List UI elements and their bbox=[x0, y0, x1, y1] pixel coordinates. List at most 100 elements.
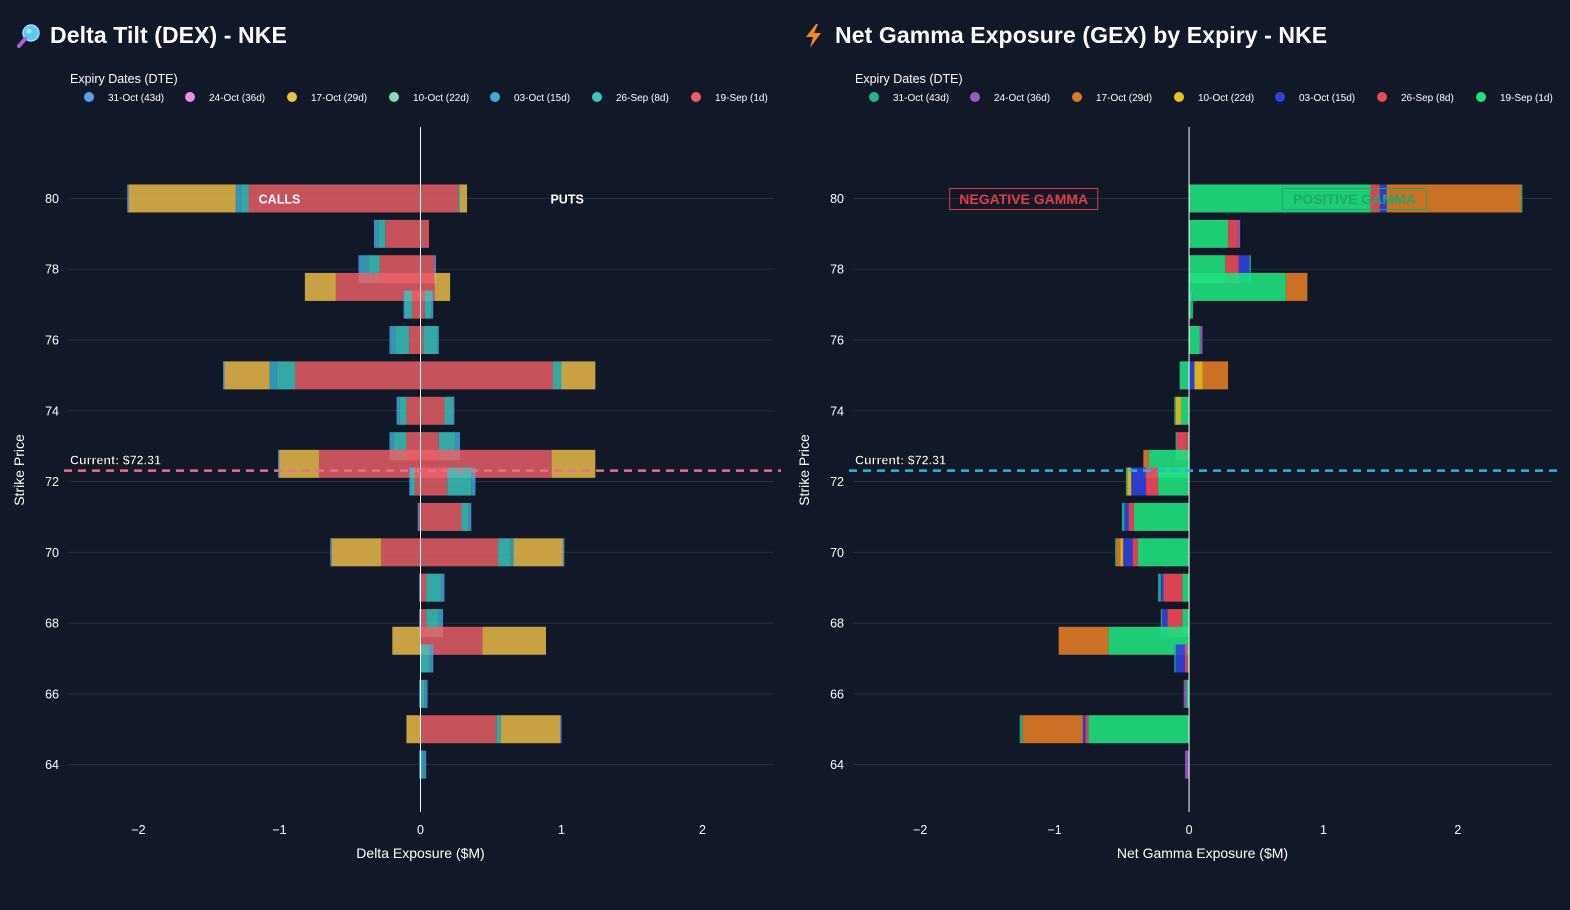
dex-put-bar-64-26-sep-8d bbox=[420, 750, 424, 779]
dex-call-bar-72-19-sep-1d bbox=[414, 467, 421, 496]
dex-put-bar-72-26-sep-8d bbox=[447, 467, 472, 496]
gex-bar-67-26-sep-8d bbox=[1185, 644, 1188, 673]
gex-bar-77.5-19-sep-1d bbox=[1189, 272, 1286, 301]
legend-marker-17-oct-29d bbox=[287, 92, 297, 102]
x-tick-1: 1 bbox=[558, 823, 565, 837]
dex-put-bar-64-03-oct-15d bbox=[423, 750, 425, 779]
dex-put-bar-77.5-17-oct-29d bbox=[434, 272, 451, 301]
gex-title-row: Net Gamma Exposure (GEX) by Expiry - NKE bbox=[801, 22, 1327, 49]
gex-bar-71-19-sep-1d bbox=[1133, 502, 1190, 531]
gex-title: Net Gamma Exposure (GEX) by Expiry - NKE bbox=[835, 22, 1328, 48]
dex-put-bar-69-31-oct-43d bbox=[443, 573, 445, 602]
dex-put-bar-70-26-sep-8d bbox=[498, 538, 511, 567]
gex-bar-72-19-sep-1d bbox=[1158, 467, 1190, 496]
dex-call-bar-76-26-sep-8d bbox=[395, 326, 410, 354]
gex-bar-76-19-sep-1d bbox=[1189, 326, 1200, 354]
gex-bar-72-31-oct-43d bbox=[1125, 467, 1128, 496]
gex-bar-75-03-oct-15d bbox=[1189, 361, 1195, 390]
legend-marker-19-sep-1d bbox=[691, 92, 701, 102]
dex-put-bar-75-26-sep-8d bbox=[553, 361, 562, 390]
y-tick-74: 74 bbox=[830, 404, 844, 418]
dex-call-bar-79-19-sep-1d bbox=[385, 219, 421, 248]
gex-panel: Net Gamma Exposure (GEX) by Expiry - NKE… bbox=[785, 0, 1570, 910]
gex-bar-70-19-sep-1d bbox=[1137, 538, 1190, 567]
dex-put-bar-68-03-oct-15d bbox=[438, 609, 442, 638]
y-tick-68: 68 bbox=[830, 617, 844, 631]
dex-put-bar-65-17-oct-29d bbox=[500, 715, 561, 744]
dex-call-bar-69-31-oct-43d bbox=[419, 573, 421, 602]
legend-label-24-oct-36d: 24-Oct (36d) bbox=[994, 93, 1050, 104]
dex-call-bar-75-03-oct-15d bbox=[269, 361, 277, 390]
gex-bar-70-10-oct-22d bbox=[1120, 538, 1124, 567]
dex-put-bar-71-03-oct-15d bbox=[468, 502, 470, 531]
dex-call-bar-66-31-oct-43d bbox=[419, 679, 421, 708]
dex-put-bar-68-31-oct-43d bbox=[441, 609, 444, 638]
y-axis-label: Strike Price bbox=[796, 434, 812, 506]
dex-call-bar-80-26-sep-8d bbox=[241, 184, 249, 213]
gex-bar-70-17-oct-29d bbox=[1116, 538, 1121, 567]
y-tick-72: 72 bbox=[830, 475, 844, 489]
dex-call-bar-80-19-sep-1d bbox=[248, 184, 421, 213]
dex-chart: Expiry Dates (DTE) 31-Oct (43d) 24-Oct (36… bbox=[11, 72, 781, 861]
gex-bar-65-26-sep-8d bbox=[1085, 715, 1089, 744]
gex-bar-74-31-oct-43d bbox=[1174, 396, 1176, 425]
current-price-label: Current: $72.31 bbox=[70, 454, 161, 468]
dex-call-bar-78-31-oct-43d bbox=[358, 255, 360, 284]
x-tick-1: 1 bbox=[1320, 823, 1327, 837]
y-tick-76: 76 bbox=[45, 334, 59, 348]
gex-chart: Expiry Dates (DTE) 31-Oct (43d) 24-Oct (36… bbox=[796, 72, 1560, 861]
current-price-label: Current: $72.31 bbox=[855, 454, 946, 468]
gex-bar-71-31-oct-43d bbox=[1121, 502, 1125, 531]
dex-put-bar-65-26-sep-8d bbox=[496, 715, 501, 744]
dex-call-bar-79-03-oct-15d bbox=[375, 219, 379, 248]
legend-marker-31-oct-43d bbox=[84, 92, 94, 102]
puts-label: PUTS bbox=[550, 192, 583, 206]
dex-put-bar-69-03-oct-15d bbox=[441, 573, 444, 602]
gex-bar-71-26-sep-8d bbox=[1128, 502, 1134, 531]
dex-call-bar-72.5-31-oct-43d bbox=[278, 449, 280, 478]
gex-bar-69-31-oct-43d bbox=[1158, 573, 1161, 602]
gex-bar-77.5-17-oct-29d bbox=[1285, 272, 1308, 301]
y-tick-78: 78 bbox=[830, 263, 844, 277]
gex-bar-80-03-oct-15d bbox=[1379, 184, 1387, 213]
dex-call-bar-78-03-oct-15d bbox=[359, 255, 369, 284]
dex-call-bar-75-19-sep-1d bbox=[295, 361, 421, 390]
x-tick-2: 2 bbox=[1454, 823, 1461, 837]
dex-put-bar-69-19-sep-1d bbox=[420, 573, 427, 602]
legend-label-26-sep-8d: 26-Sep (8d) bbox=[1401, 93, 1454, 104]
dex-put-bar-67-26-sep-8d bbox=[420, 644, 429, 673]
gex-bar-66-19-sep-1d bbox=[1186, 679, 1190, 708]
y-tick-80: 80 bbox=[830, 192, 844, 206]
x-tick-neg1: −1 bbox=[1048, 823, 1062, 837]
gex-bar-78-31-oct-43d bbox=[1249, 255, 1251, 284]
positive-gamma-label: POSITIVE GAMMA bbox=[1293, 191, 1416, 207]
dex-call-bar-72-26-sep-8d bbox=[410, 467, 415, 496]
x-axis-label: Delta Exposure ($M) bbox=[356, 845, 484, 861]
legend-marker-24-oct-36d bbox=[185, 92, 195, 102]
gex-bar-72-03-oct-15d bbox=[1131, 467, 1147, 496]
dex-call-bar-70-17-oct-29d bbox=[331, 538, 382, 567]
gex-bar-72-26-sep-8d bbox=[1146, 467, 1159, 496]
dex-call-bar-76-03-oct-15d bbox=[390, 326, 396, 354]
dex-put-bar-68-19-sep-1d bbox=[420, 609, 427, 638]
dex-put-bar-66-03-oct-15d bbox=[424, 679, 427, 708]
dex-put-bar-69-26-sep-8d bbox=[426, 573, 442, 602]
dex-put-bar-70-03-oct-15d bbox=[510, 538, 514, 567]
dex-call-bar-76-19-sep-1d bbox=[409, 326, 421, 354]
dex-put-bar-65-19-sep-1d bbox=[420, 715, 497, 744]
dex-call-bar-80-17-oct-29d bbox=[128, 184, 236, 213]
legend-label-19-sep-1d: 19-Sep (1d) bbox=[715, 93, 768, 104]
gex-bar-73-31-oct-43d bbox=[1175, 432, 1177, 461]
dex-call-bar-77.5-17-oct-29d bbox=[304, 272, 336, 301]
y-axis-label: Strike Price bbox=[11, 434, 27, 506]
dex-title-row: Delta Tilt (DEX) - NKE bbox=[16, 22, 287, 49]
dex-put-bar-73-31-oct-43d bbox=[458, 432, 460, 461]
dex-call-bar-72-31-oct-43d bbox=[409, 467, 411, 496]
legend-marker-10-oct-22d bbox=[1174, 92, 1184, 102]
x-axis-label: Net Gamma Exposure ($M) bbox=[1117, 845, 1288, 861]
gex-bar-65-19-sep-1d bbox=[1088, 715, 1190, 744]
dex-put-bar-74-19-sep-1d bbox=[420, 396, 445, 425]
legend-marker-10-oct-22d bbox=[389, 92, 399, 102]
x-tick-neg1: −1 bbox=[272, 823, 286, 837]
x-tick-0: 0 bbox=[1186, 823, 1193, 837]
